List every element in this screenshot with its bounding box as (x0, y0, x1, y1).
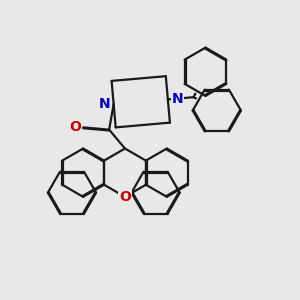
Text: O: O (119, 190, 131, 204)
Text: O: O (69, 120, 81, 134)
Text: N: N (98, 97, 110, 111)
Text: N: N (171, 92, 183, 106)
